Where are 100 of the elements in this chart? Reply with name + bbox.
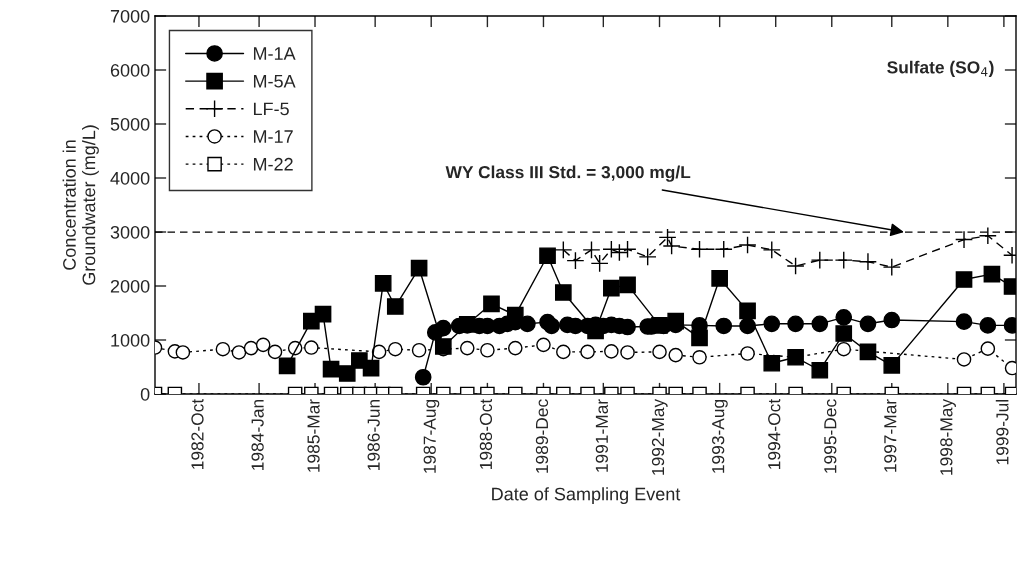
legend-label: LF-5 [253,102,289,116]
point [690,240,709,259]
point [956,352,972,367]
point [762,240,781,259]
x-axis-title: Date of Sampling Event [492,487,681,504]
point [243,340,259,356]
point [834,251,853,270]
point [738,235,757,254]
point [740,346,755,361]
point [556,344,571,360]
point [175,345,191,360]
annotation: WY Class III Std. = 3,000 mg/L [445,165,691,182]
point [386,298,404,315]
point [267,344,283,360]
point [763,315,781,333]
point [955,271,973,288]
x-tick-label: 1993-Aug [712,399,728,473]
point [255,337,271,353]
point [652,344,667,360]
point [543,317,560,335]
legend-label: M-22 [253,157,293,171]
point [602,240,621,259]
point [374,274,392,292]
point [231,345,247,360]
x-tick-label: 1989-Dec [535,399,549,473]
point [811,361,829,379]
y-tick-label: 7000 [110,9,150,23]
point [978,226,997,245]
point [371,344,387,360]
point [619,276,636,294]
point [459,340,475,356]
point [539,247,556,265]
annotation: Sulfate (SO$_{4}$) [887,60,994,77]
y-tick-label: 6000 [110,63,150,77]
point [590,254,609,273]
point [692,349,707,365]
point [786,256,805,276]
point [715,317,733,335]
point [536,337,551,353]
x-tick-label: 1997-Mar [884,399,897,472]
y-axis-title: Concentration in Groundwater (mg/L) [62,125,99,285]
x-tick-label: 1994-Oct [768,398,781,469]
point [603,279,620,297]
point [554,240,573,259]
point [215,341,231,357]
x-tick-label: 1987-Aug [423,399,440,473]
x-tick-label: 1998-May [940,398,956,475]
point [566,251,585,270]
point [883,311,901,329]
point [810,251,829,270]
x-tick-label: 1995-Dec [824,399,837,473]
point [835,325,853,342]
point [858,252,877,271]
point [387,341,403,357]
point [414,368,432,386]
point [980,341,996,356]
legend-label: M-1A [253,47,296,60]
point [859,315,877,333]
point [338,365,356,382]
y-tick-label: 0 [140,387,150,401]
point [787,315,804,333]
y-tick-label: 3000 [110,225,150,239]
point [979,317,997,334]
point [882,258,901,277]
point [811,315,829,333]
point [480,342,495,358]
point [638,247,657,266]
x-tick-label: 1992-May [651,398,668,475]
legend-label: M-17 [253,130,293,143]
point [620,345,635,360]
x-tick-label: 1985-Mar [307,399,320,472]
x-tick-label: 1984-Jan [251,399,264,470]
point [434,319,452,337]
x-tick-label: 1986-Jun [367,399,380,470]
point [883,357,901,374]
point [508,340,523,356]
x-tick-label: 1988-Oct [479,398,493,469]
point [983,265,1001,283]
point [955,313,973,330]
point [954,230,974,249]
point [410,259,428,277]
point [304,340,319,355]
point [739,317,756,335]
point [739,302,756,320]
point [554,284,572,301]
point [763,354,781,372]
point [314,305,332,323]
point [658,228,677,247]
point [714,240,733,259]
point [668,347,683,363]
y-tick-label: 4000 [110,171,150,185]
point [411,342,427,358]
point [278,357,296,375]
point [483,295,500,313]
point [711,270,728,287]
y-tick-label: 1000 [111,333,150,347]
point [662,237,681,256]
point [836,341,852,357]
point [519,315,536,333]
point [362,359,380,377]
